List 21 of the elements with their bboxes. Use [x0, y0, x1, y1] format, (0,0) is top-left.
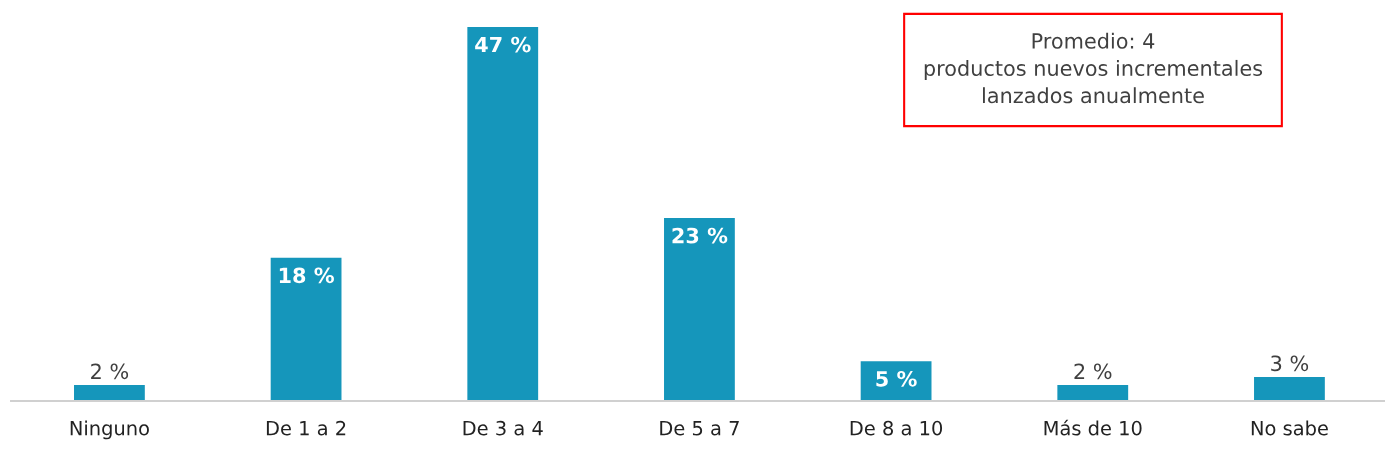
bar	[270, 257, 342, 401]
x-tick-label: Más de 10	[1044, 419, 1142, 436]
bar	[1254, 377, 1325, 401]
bar	[664, 217, 735, 401]
x-tick-label: No sabe	[1251, 420, 1328, 436]
data-label: 23 %	[672, 227, 728, 244]
bar	[1057, 385, 1129, 401]
bar	[467, 26, 539, 401]
data-label: 18 %	[279, 267, 334, 284]
annotation: Promedio: 4 productos nuevos incrementales lanzados anualmente	[924, 32, 1263, 104]
data-label: 2 %	[1074, 363, 1112, 380]
x-tick-label: Ninguno	[70, 420, 149, 440]
x-tick-label: De 3 a 4	[463, 420, 543, 436]
data-label: 5 %	[876, 370, 917, 387]
data-label: 2 %	[91, 363, 129, 380]
x-tick-label: De 5 a 7	[660, 421, 739, 436]
bar	[74, 385, 145, 401]
data-label: 3 %	[1271, 355, 1309, 372]
x-tick-label: De 8 a 10	[850, 420, 943, 436]
data-label: 47 %	[475, 36, 531, 53]
x-tick-label: De 1 a 2	[266, 420, 346, 436]
